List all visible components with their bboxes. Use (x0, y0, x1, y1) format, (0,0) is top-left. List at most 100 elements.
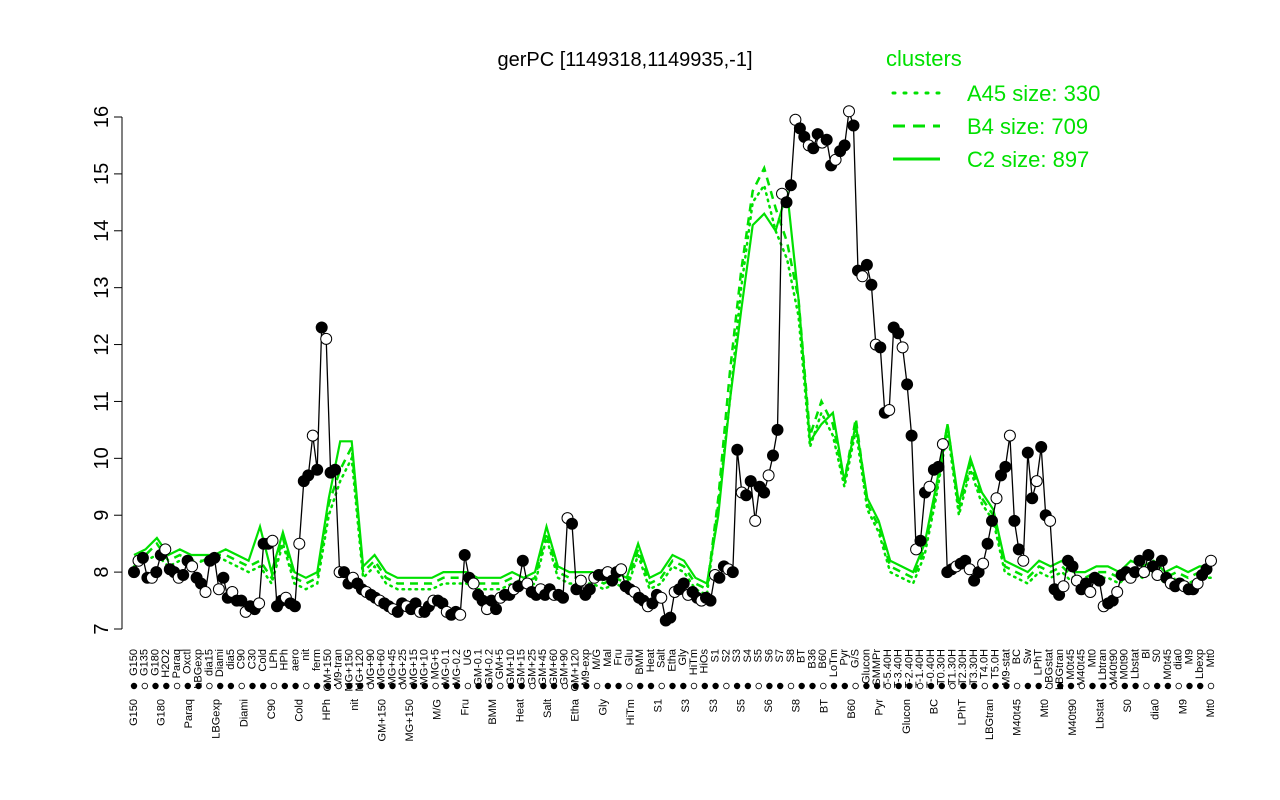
data-point (744, 475, 757, 488)
data-point (1030, 475, 1043, 488)
data-point (235, 594, 248, 607)
legend: clusters A45 size: 330 B4 size: 709 C2 s… (886, 46, 1100, 172)
x-marker (798, 682, 805, 690)
data-point (199, 586, 212, 598)
x-label-upper: GM-0.2 (483, 649, 495, 686)
x-label-upper: T5.0H (990, 649, 1002, 679)
x-marker (873, 682, 881, 690)
x-label-upper: C90 (236, 649, 248, 669)
x-label-lower: S0 (1122, 699, 1134, 712)
data-point (771, 423, 784, 436)
x-marker (1089, 682, 1096, 690)
x-label-upper: Bl (1140, 649, 1152, 659)
data-point (136, 551, 149, 564)
data-point (860, 258, 873, 271)
points-layer (128, 105, 1217, 627)
y-tick-label: 15 (91, 163, 113, 185)
x-label-upper: Fru (613, 649, 625, 666)
x-label-lower: nit (349, 699, 361, 711)
data-point (212, 583, 225, 596)
x-label-upper: UG (462, 649, 474, 666)
data-point (306, 429, 319, 442)
data-point (820, 133, 833, 146)
data-point (905, 429, 918, 442)
data-point (302, 469, 315, 482)
data-point (159, 543, 172, 556)
data-point (990, 492, 1003, 505)
data-point (467, 577, 480, 590)
data-point (677, 577, 690, 590)
x-marker (443, 682, 450, 690)
x-label-upper: T-5.40H (882, 649, 894, 688)
x-marker (464, 682, 472, 690)
data-point (186, 560, 199, 573)
data-point (177, 569, 190, 581)
x-label-upper: Salt (656, 649, 668, 668)
x-marker (1100, 682, 1107, 690)
x-marker (130, 682, 138, 690)
x-axis: G150G135G180H2O2ParaqOxctlLBGexpdia15Dia… (128, 648, 1217, 741)
x-label-upper: T-0.40H (925, 649, 937, 688)
data-point (253, 597, 266, 610)
x-marker (367, 682, 375, 690)
data-point (217, 571, 230, 584)
x-label-upper: G/S (850, 649, 862, 668)
data-point (1111, 586, 1124, 598)
x-label-lower: BT (818, 699, 830, 713)
x-marker (960, 682, 967, 690)
series-line-b4 (133, 164, 1211, 592)
x-label-lower: Heat (515, 699, 527, 722)
x-label-lower: GM+150 (376, 699, 388, 742)
x-marker (357, 682, 364, 690)
x-label-upper: BMM (634, 649, 646, 675)
x-label-upper: Lbexp (1194, 649, 1206, 679)
x-label-upper: MG-0.1 (440, 649, 452, 686)
x-marker (723, 682, 730, 690)
x-marker (777, 682, 784, 690)
x-marker (604, 682, 612, 690)
x-label-upper: GM-0.1 (473, 649, 485, 686)
x-label-upper: GM+10 (505, 649, 517, 685)
x-label-upper: M9-stat (1000, 649, 1012, 686)
x-label-upper: T4.0H (979, 649, 991, 679)
x-marker (755, 682, 762, 690)
data-point (923, 480, 936, 493)
x-label-upper: MG+60 (376, 649, 388, 685)
x-label-upper: BT (796, 649, 808, 663)
x-label-upper: Diami (214, 649, 226, 677)
x-marker (820, 682, 827, 690)
data-point (896, 341, 909, 354)
x-marker (163, 682, 170, 690)
x-label-upper: M0t45 (1162, 649, 1174, 680)
x-marker (378, 682, 385, 690)
x-label-upper: M40t45 (1076, 649, 1088, 686)
x-marker (712, 682, 719, 690)
x-marker (260, 682, 267, 690)
x-marker (787, 682, 795, 690)
x-label-lower: S5 (735, 699, 747, 712)
x-label-upper: S8 (785, 649, 797, 662)
x-label-lower: Gly (597, 699, 609, 716)
x-label-upper: GM+15 (516, 649, 528, 685)
data-point (315, 321, 328, 334)
x-marker (841, 682, 848, 690)
data-point (874, 341, 887, 354)
x-label-lower: M40t45 (1012, 699, 1024, 736)
x-label-upper: aero (290, 649, 302, 671)
x-label-upper: Mt0 (1086, 649, 1098, 667)
x-label-upper: Mal (602, 649, 614, 667)
x-label-upper: S0 (1151, 649, 1163, 662)
series-line-c2 (133, 190, 1211, 586)
data-point (655, 591, 668, 604)
x-label-upper: LBGexp (193, 649, 205, 689)
data-point (311, 463, 324, 476)
data-point (1093, 574, 1106, 587)
data-point (293, 537, 306, 550)
x-label-lower: Mt0 (1205, 699, 1217, 717)
x-label-upper: G135 (139, 649, 151, 676)
x-label-upper: LPh (268, 649, 280, 669)
data-point (208, 551, 221, 564)
data-point (615, 563, 628, 576)
x-marker (281, 682, 288, 690)
data-point (566, 517, 578, 530)
